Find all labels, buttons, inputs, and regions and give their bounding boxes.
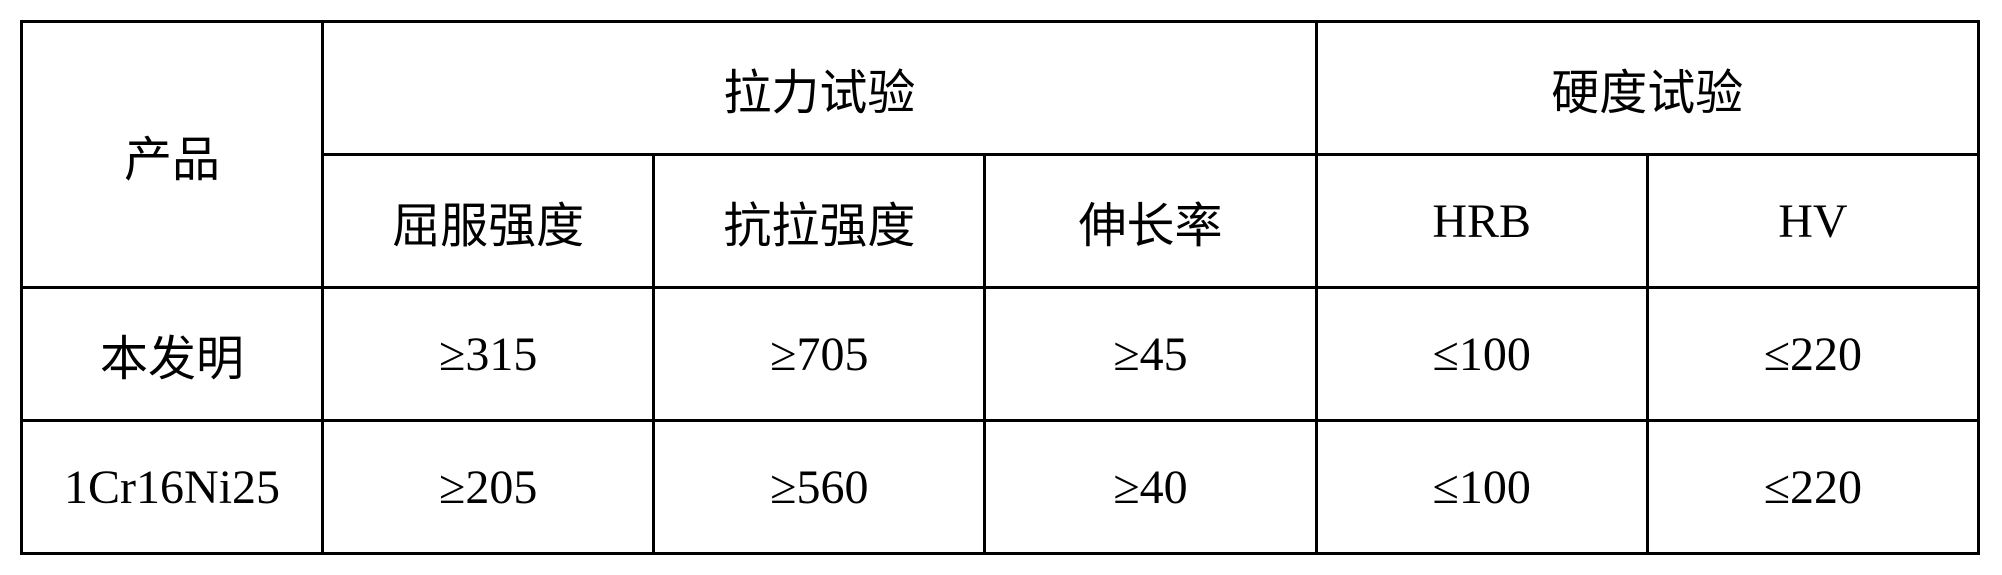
cell-hv: ≤220 (1647, 421, 1978, 554)
table-row: 本发明 ≥315 ≥705 ≥45 ≤100 ≤220 (22, 288, 1979, 421)
cell-tensile-strength: ≥560 (654, 421, 985, 554)
header-tensile-group: 拉力试验 (323, 22, 1317, 155)
cell-elongation: ≥45 (985, 288, 1316, 421)
cell-elongation: ≥40 (985, 421, 1316, 554)
header-product: 产品 (22, 22, 323, 288)
cell-yield-strength: ≥315 (323, 288, 654, 421)
table-header-row-1: 产品 拉力试验 硬度试验 (22, 22, 1979, 155)
header-hrb: HRB (1316, 155, 1647, 288)
header-hv: HV (1647, 155, 1978, 288)
cell-product: 1Cr16Ni25 (22, 421, 323, 554)
header-hardness-group: 硬度试验 (1316, 22, 1978, 155)
comparison-table: 产品 拉力试验 硬度试验 屈服强度 抗拉强度 伸长率 HRB HV 本发明 ≥3… (20, 20, 1980, 555)
cell-yield-strength: ≥205 (323, 421, 654, 554)
header-elongation: 伸长率 (985, 155, 1316, 288)
header-tensile-strength: 抗拉强度 (654, 155, 985, 288)
header-yield-strength: 屈服强度 (323, 155, 654, 288)
cell-hv: ≤220 (1647, 288, 1978, 421)
cell-hrb: ≤100 (1316, 421, 1647, 554)
cell-hrb: ≤100 (1316, 288, 1647, 421)
cell-tensile-strength: ≥705 (654, 288, 985, 421)
cell-product: 本发明 (22, 288, 323, 421)
table-row: 1Cr16Ni25 ≥205 ≥560 ≥40 ≤100 ≤220 (22, 421, 1979, 554)
